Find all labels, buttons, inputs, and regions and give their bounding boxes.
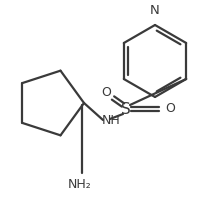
Text: O: O [101,86,111,99]
Text: O: O [165,102,175,115]
Text: NH₂: NH₂ [68,178,92,191]
Text: S: S [121,102,131,117]
Text: N: N [150,4,160,17]
Text: NH: NH [102,115,121,128]
